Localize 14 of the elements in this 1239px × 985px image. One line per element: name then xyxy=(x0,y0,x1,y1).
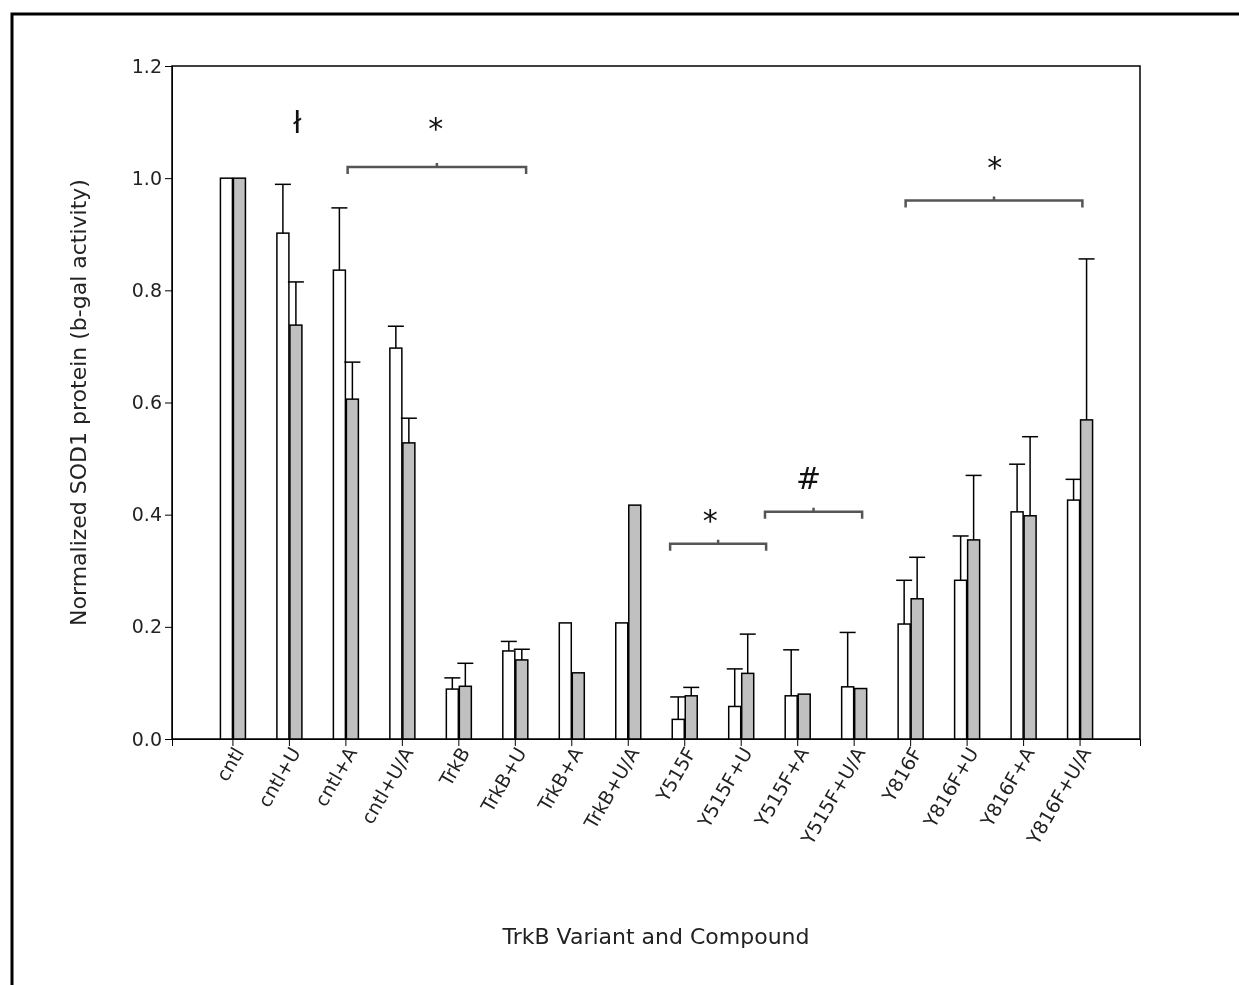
y-tick-label: 0.0 xyxy=(131,727,162,750)
y-tick-label: 0.4 xyxy=(131,503,162,526)
y-tick-label: 0.8 xyxy=(131,278,162,301)
annotation: * xyxy=(428,110,444,146)
x-axis-title: TrkB Variant and Compound xyxy=(501,924,810,949)
y-tick-label: 1.2 xyxy=(131,54,162,77)
annotation: # xyxy=(795,461,822,497)
y-tick-label: 0.2 xyxy=(131,615,162,638)
annotation: * xyxy=(702,503,718,539)
annotation: * xyxy=(987,150,1003,186)
annotation: ł xyxy=(293,105,303,141)
y-axis-title: Normalized SOD1 protein (b-gal activity) xyxy=(66,179,91,626)
y-tick-label: 0.6 xyxy=(131,391,162,414)
y-tick-label: 1.0 xyxy=(131,166,162,189)
